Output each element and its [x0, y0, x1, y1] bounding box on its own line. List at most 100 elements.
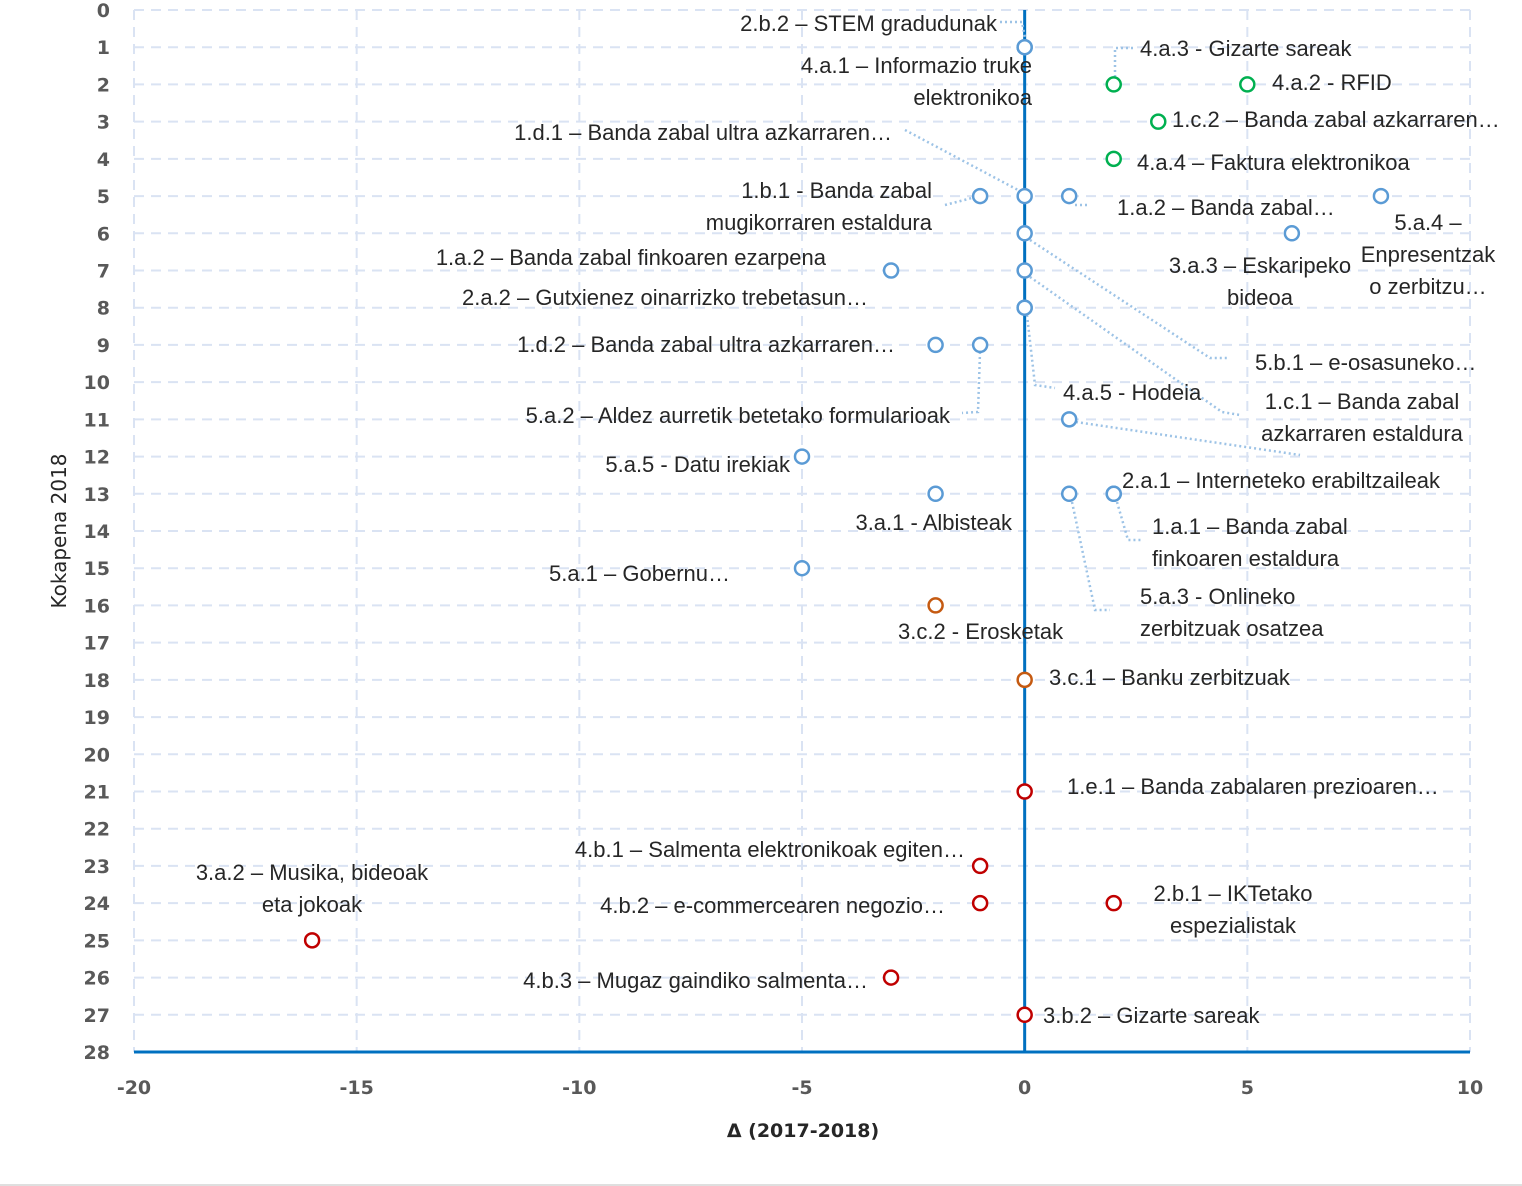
y-tick-label: 7: [97, 261, 110, 283]
data-point: [927, 336, 944, 354]
point-label: azkarraren estaldura: [1261, 421, 1464, 446]
data-point: [1016, 262, 1033, 279]
data-point: [1372, 187, 1390, 205]
y-tick-label: 4: [97, 149, 110, 171]
point-label: 1.a.2 – Banda zabal finkoaren ezarpena: [436, 245, 827, 270]
y-tick-label: 25: [84, 930, 110, 952]
leader-line: [1115, 501, 1142, 542]
data-point: [971, 336, 989, 354]
data-point: [1239, 76, 1256, 93]
leader-line: [1070, 501, 1110, 612]
data-point: [1060, 485, 1078, 503]
x-tick-label: 0: [1018, 1077, 1031, 1099]
point-label: 4.a.4 – Faktura elektronikoa: [1137, 150, 1410, 175]
y-tick-label: 21: [84, 782, 110, 804]
data-point: [971, 857, 989, 875]
data-point: [793, 559, 811, 577]
point-label: 3.a.1 - Albisteak: [855, 510, 1013, 535]
point-label: 1.c.1 – Banda zabal: [1265, 389, 1459, 414]
y-tick-label: 11: [84, 409, 110, 431]
y-tick-label: 24: [84, 893, 110, 915]
data-point: [971, 894, 989, 912]
y-tick-label: 27: [84, 1005, 110, 1027]
data-point: [927, 597, 944, 614]
leader-line: [1025, 314, 1056, 390]
data-point: [303, 932, 321, 949]
point-label: 2.a.1 – Interneteko erabiltzaileak: [1122, 468, 1441, 493]
point-label: eta jokoak: [262, 892, 363, 917]
point-label: 3.a.2 – Musika, bideoak: [196, 860, 429, 885]
x-tick-label: 5: [1241, 1077, 1254, 1099]
x-tick-label: -15: [340, 1077, 374, 1099]
point-label: finkoaren estaldura: [1152, 546, 1340, 571]
point-label: 4.a.1 – Informazio truke: [801, 53, 1032, 78]
point-label: 5.a.5 - Datu irekiak: [605, 452, 791, 477]
y-tick-label: 12: [84, 447, 110, 469]
x-tick-label: 10: [1457, 1077, 1483, 1099]
point-label: 4.b.2 – e-commercearen negozio…: [600, 893, 945, 918]
x-tick-label: -20: [117, 1077, 151, 1099]
point-label: zerbitzuak osatzea: [1140, 616, 1324, 641]
y-tick-label: 13: [84, 484, 110, 506]
point-label: 5.a.3 - Onlineko: [1140, 584, 1295, 609]
point-label: 5.b.1 – e-osasuneko…: [1255, 350, 1476, 375]
point-label: 3.b.2 – Gizarte sareak: [1043, 1003, 1260, 1028]
point-label: 3.a.3 – Eskaripeko: [1169, 253, 1351, 278]
data-point: [1105, 76, 1122, 93]
point-label: 2.b.1 – IKTetako: [1154, 881, 1313, 906]
point-label: 1.d.2 – Banda zabal ultra azkarraren…: [517, 332, 895, 357]
y-tick-label: 2: [97, 74, 110, 96]
point-label: 4.a.5 - Hodeia: [1063, 380, 1202, 405]
point-label: 1.c.2 – Banda zabal azkarraren…: [1172, 107, 1500, 132]
y-tick-label: 8: [97, 298, 110, 320]
y-tick-label: 20: [84, 744, 110, 766]
point-label: 4.a.3 - Gizarte sareak: [1140, 36, 1353, 61]
point-label: o zerbitzu…: [1369, 274, 1486, 299]
point-label: 1.a.1 – Banda zabal: [1152, 514, 1348, 539]
point-label: 4.b.1 – Salmenta elektronikoak egiten…: [575, 837, 965, 862]
point-label: 4.b.3 – Mugaz gaindiko salmenta…: [523, 968, 868, 993]
leader-line: [1029, 275, 1241, 417]
data-point: [1016, 671, 1033, 689]
data-point: [1016, 299, 1033, 316]
tick-labels: 0123456789101112131415161718192021222324…: [84, 0, 1484, 1099]
y-tick-label: 26: [84, 968, 110, 990]
point-label: 4.a.2 - RFID: [1272, 70, 1392, 95]
leader-line: [904, 128, 1019, 192]
data-point: [793, 448, 811, 465]
point-label: elektronikoa: [913, 85, 1032, 110]
point-label: 3.c.2 - Erosketak: [898, 619, 1064, 644]
point-label: espezialistak: [1170, 913, 1297, 938]
leader-line: [961, 351, 982, 415]
y-tick-label: 14: [84, 521, 110, 543]
leader-lines: [904, 20, 1301, 612]
leader-line: [1113, 46, 1135, 77]
data-point: [1283, 225, 1301, 242]
y-tick-label: 22: [84, 819, 110, 841]
data-point: [927, 485, 944, 503]
data-point: [1105, 485, 1122, 503]
point-label: 5.a.2 – Aldez aurretik betetako formular…: [526, 403, 951, 428]
point-label: 3.c.1 – Banku zerbitzuak: [1049, 665, 1291, 690]
y-tick-label: 18: [84, 670, 110, 692]
point-label: 1.b.1 - Banda zabal: [741, 178, 932, 203]
data-point: [1016, 38, 1033, 56]
point-label: 1.a.2 – Banda zabal…: [1117, 195, 1335, 220]
y-tick-label: 3: [97, 112, 110, 134]
data-point: [1016, 783, 1033, 800]
data-points: [303, 38, 1390, 1024]
point-label: 1.e.1 – Banda zabalaren prezioaren…: [1067, 774, 1439, 799]
y-tick-label: 19: [84, 707, 110, 729]
y-tick-label: 1: [97, 37, 110, 59]
point-label: 2.a.2 – Gutxienez oinarrizko trebetasun…: [462, 285, 868, 310]
data-point: [882, 262, 900, 279]
y-tick-label: 0: [97, 0, 110, 22]
point-label: 5.a.1 – Gobernu…: [549, 561, 730, 586]
axes: [134, 10, 1470, 1054]
point-label: Enpresentzak: [1361, 242, 1497, 267]
data-point: [1105, 150, 1122, 168]
y-tick-label: 15: [84, 558, 110, 580]
leader-line: [944, 196, 973, 207]
x-axis-title: Δ (2017-2018): [727, 1120, 879, 1142]
